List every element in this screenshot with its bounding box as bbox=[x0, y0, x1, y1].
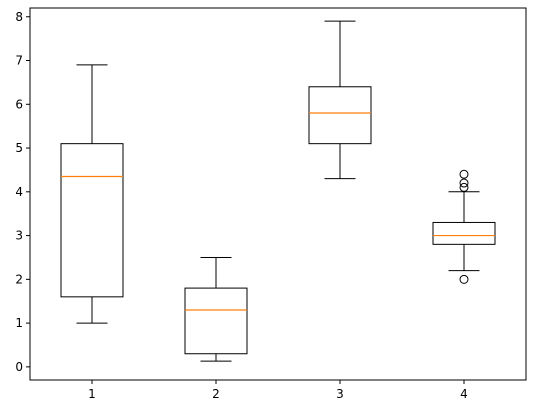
plot-frame bbox=[29, 7, 527, 381]
box-4-outlier-3 bbox=[459, 169, 469, 179]
axis-layer: 1 2 3 4 0 1 2 3 4 5 6 7 8 bbox=[15, 10, 467, 401]
y-tick-label-4: 4 bbox=[15, 185, 23, 199]
y-tick-label-1: 1 bbox=[15, 316, 23, 330]
box-2-iqr-box bbox=[184, 287, 248, 355]
x-tick-label-1: 1 bbox=[88, 387, 96, 401]
y-tick-label-8: 8 bbox=[15, 10, 23, 24]
y-tick-label-7: 7 bbox=[15, 54, 23, 68]
box-4-outlier-1 bbox=[459, 182, 469, 192]
box-1-iqr-box bbox=[60, 143, 124, 298]
x-tick-label-3: 3 bbox=[336, 387, 344, 401]
x-tick-label-4: 4 bbox=[460, 387, 468, 401]
box-4-outlier-0 bbox=[459, 274, 469, 284]
y-tick-label-0: 0 bbox=[15, 360, 23, 374]
y-tick-label-3: 3 bbox=[15, 229, 23, 243]
box-4-iqr-box bbox=[432, 221, 496, 245]
x-tick-label-2: 2 bbox=[212, 387, 220, 401]
plot-layer bbox=[60, 20, 496, 362]
box-4-outlier-2 bbox=[459, 178, 469, 188]
y-tick-label-6: 6 bbox=[15, 97, 23, 111]
y-tick-label-2: 2 bbox=[15, 272, 23, 286]
box-3-iqr-box bbox=[308, 86, 372, 145]
y-tick-label-5: 5 bbox=[15, 141, 23, 155]
